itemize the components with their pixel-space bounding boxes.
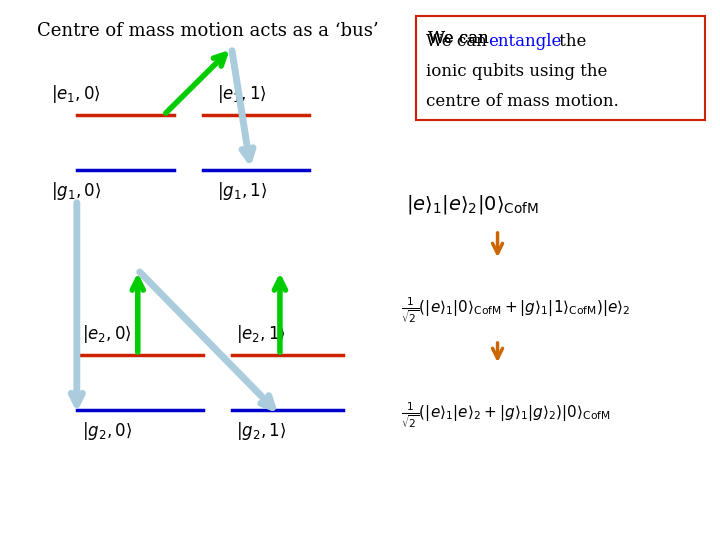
Text: $|e_1,0\rangle$: $|e_1,0\rangle$ xyxy=(50,83,101,105)
Text: We can: We can xyxy=(426,33,492,50)
Text: $|g_2,0\rangle$: $|g_2,0\rangle$ xyxy=(81,420,132,442)
Text: $\frac{1}{\sqrt{2}}\left(|e\rangle_1|0\rangle_{\mathrm{CofM}}+|g\rangle_1|1\rang: $\frac{1}{\sqrt{2}}\left(|e\rangle_1|0\r… xyxy=(401,295,631,325)
Text: the: the xyxy=(554,33,586,50)
Text: Centre of mass motion acts as a ‘bus’: Centre of mass motion acts as a ‘bus’ xyxy=(37,22,378,40)
Text: entangle: entangle xyxy=(488,33,562,50)
Text: $|g_1,1\rangle$: $|g_1,1\rangle$ xyxy=(217,180,267,202)
Text: $|g_1,0\rangle$: $|g_1,0\rangle$ xyxy=(50,180,101,202)
Text: We can: We can xyxy=(428,30,494,47)
Text: We can: We can xyxy=(428,30,494,47)
Text: $|e_1,1\rangle$: $|e_1,1\rangle$ xyxy=(217,83,267,105)
Text: centre of mass motion.: centre of mass motion. xyxy=(426,93,618,110)
Text: $|e\rangle_1|e\rangle_2|0\rangle_{\mathrm{CofM}}$: $|e\rangle_1|e\rangle_2|0\rangle_{\mathr… xyxy=(405,193,539,217)
Text: $|e_2,0\rangle$: $|e_2,0\rangle$ xyxy=(81,323,132,345)
Text: $\frac{1}{\sqrt{2}}\left(|e\rangle_1|e\rangle_2+|g\rangle_1|g\rangle_2\right)|0\: $\frac{1}{\sqrt{2}}\left(|e\rangle_1|e\r… xyxy=(401,401,611,429)
Text: ionic qubits using the: ionic qubits using the xyxy=(426,63,608,80)
FancyBboxPatch shape xyxy=(416,16,706,120)
Text: $|e_2,1\rangle$: $|e_2,1\rangle$ xyxy=(236,323,287,345)
Text: $|g_2,1\rangle$: $|g_2,1\rangle$ xyxy=(236,420,287,442)
